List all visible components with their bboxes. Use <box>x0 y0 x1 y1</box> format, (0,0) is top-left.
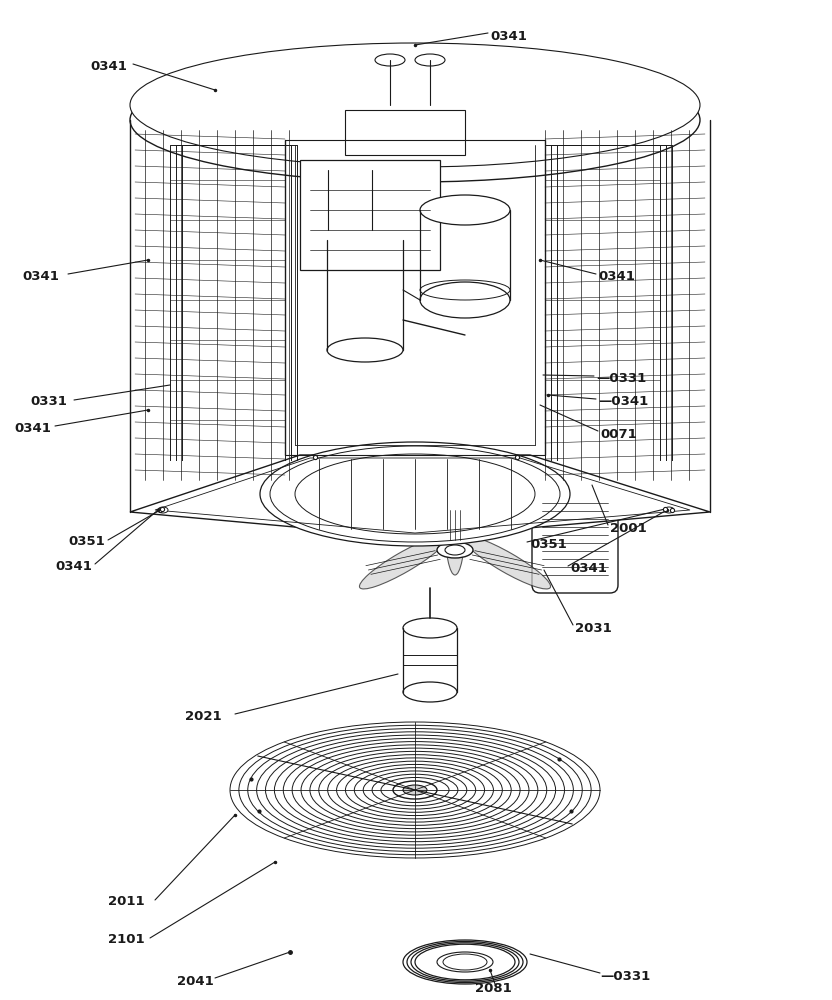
Ellipse shape <box>328 163 372 177</box>
Ellipse shape <box>130 43 700 167</box>
Polygon shape <box>130 455 710 538</box>
Text: 0071: 0071 <box>600 428 636 441</box>
Ellipse shape <box>403 785 427 795</box>
Text: —0341: —0341 <box>598 395 648 408</box>
Ellipse shape <box>420 282 510 318</box>
Ellipse shape <box>420 195 510 225</box>
Text: 2001: 2001 <box>610 522 646 535</box>
Ellipse shape <box>327 228 403 252</box>
Ellipse shape <box>327 338 403 362</box>
Text: —0331: —0331 <box>596 372 646 385</box>
Text: 2031: 2031 <box>575 622 612 635</box>
Ellipse shape <box>403 618 457 638</box>
Text: 0351: 0351 <box>68 535 105 548</box>
Ellipse shape <box>359 536 447 589</box>
Text: 0341: 0341 <box>490 30 527 43</box>
Text: 0341: 0341 <box>570 562 607 575</box>
Text: 0341: 0341 <box>55 560 92 573</box>
Text: 2021: 2021 <box>185 710 221 723</box>
Text: 0341: 0341 <box>598 270 635 283</box>
Ellipse shape <box>328 223 372 237</box>
Ellipse shape <box>260 442 570 546</box>
Bar <box>300 160 440 270</box>
FancyBboxPatch shape <box>532 487 618 593</box>
Text: 0351: 0351 <box>530 538 567 551</box>
Ellipse shape <box>463 536 551 589</box>
Bar <box>345 110 465 155</box>
Text: 0341: 0341 <box>14 422 51 435</box>
Ellipse shape <box>445 475 465 575</box>
Text: 0331: 0331 <box>30 395 67 408</box>
Ellipse shape <box>158 507 168 513</box>
Text: —0331: —0331 <box>600 970 651 983</box>
Ellipse shape <box>437 542 473 558</box>
Text: 2101: 2101 <box>108 933 145 946</box>
Text: 0341: 0341 <box>22 270 59 283</box>
Ellipse shape <box>403 940 527 984</box>
Text: 2081: 2081 <box>475 982 512 995</box>
Ellipse shape <box>664 507 674 513</box>
Text: 2011: 2011 <box>108 895 145 908</box>
Text: 0341: 0341 <box>90 60 126 73</box>
Ellipse shape <box>393 781 437 799</box>
Ellipse shape <box>130 58 700 182</box>
Ellipse shape <box>403 682 457 702</box>
Text: 2041: 2041 <box>176 975 213 988</box>
